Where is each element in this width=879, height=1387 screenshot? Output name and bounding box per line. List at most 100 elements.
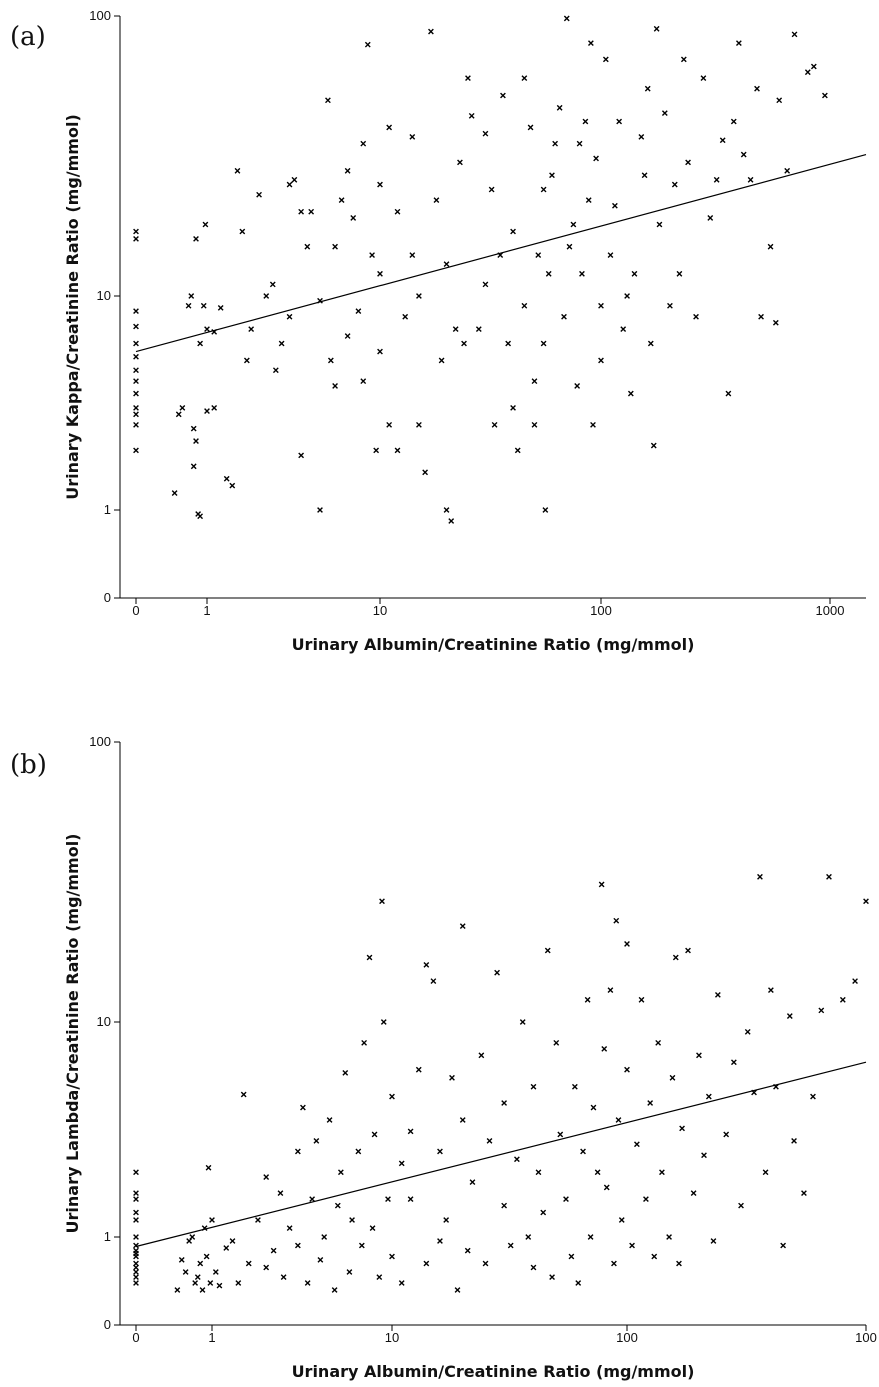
data-point (574, 383, 581, 389)
data-point (713, 176, 720, 183)
data-point (482, 281, 489, 288)
data-point (294, 1148, 301, 1155)
data-point (725, 390, 732, 397)
data-point (380, 1019, 387, 1025)
data-point (133, 235, 139, 242)
data-point (355, 1148, 362, 1155)
data-point (633, 1141, 640, 1148)
data-point (133, 340, 139, 347)
data-point (317, 1256, 324, 1263)
data-point (204, 326, 210, 333)
data-point (650, 442, 657, 449)
data-point (197, 1260, 204, 1267)
data-point (217, 304, 224, 311)
data-point (229, 1238, 236, 1244)
data-point (358, 1242, 365, 1249)
data-point (133, 308, 139, 314)
data-point (202, 221, 209, 228)
data-point (514, 1156, 520, 1163)
data-point (317, 507, 323, 513)
data-point (212, 1269, 219, 1275)
data-point (762, 1169, 769, 1176)
data-point (291, 176, 298, 183)
x-tick-label: 1000 (816, 603, 845, 618)
data-point (700, 75, 707, 82)
data-point (545, 270, 552, 277)
data-point (332, 383, 338, 389)
data-point (631, 270, 638, 277)
data-point (133, 1169, 139, 1176)
y-tick-label: 0 (104, 590, 111, 605)
data-point (179, 405, 186, 411)
data-point (197, 340, 204, 347)
data-point (373, 447, 380, 454)
data-point (190, 425, 197, 432)
data-point (714, 991, 721, 998)
data-point (482, 130, 489, 137)
data-point (553, 1039, 560, 1046)
regression-line (135, 153, 867, 353)
data-point (514, 447, 521, 454)
data-point (707, 215, 714, 221)
data-point (263, 1264, 270, 1271)
chart-b: 0 1 10 100 100 0 1 10 100 Urinary Albumin/Creatin… (63, 734, 877, 1381)
data-point (280, 1274, 287, 1281)
data-point (530, 1083, 537, 1090)
data-point (576, 140, 583, 147)
data-point (624, 1066, 630, 1073)
x-tick-label: 10 (373, 603, 387, 618)
data-point (245, 1260, 252, 1267)
panel-label-a: (a) (10, 22, 46, 52)
data-point (326, 1117, 333, 1123)
data-point (590, 421, 596, 428)
data-point (229, 482, 236, 489)
data-point (174, 1287, 181, 1293)
data-point (457, 159, 463, 166)
data-point (723, 1131, 730, 1138)
data-point (826, 873, 832, 880)
data-point (448, 518, 455, 524)
data-point (243, 357, 250, 364)
data-point (272, 367, 279, 374)
data-point (240, 1091, 247, 1098)
data-point (360, 140, 367, 147)
data-point (676, 270, 683, 277)
data-point (171, 490, 178, 496)
data-point (203, 1253, 210, 1260)
data-point (369, 1225, 376, 1231)
data-point (193, 235, 199, 242)
data-point (255, 1217, 261, 1223)
data-point (298, 208, 305, 215)
data-point (601, 1045, 608, 1052)
data-point (544, 947, 551, 954)
data-point (563, 15, 570, 22)
data-point (627, 390, 634, 397)
data-point (744, 1028, 751, 1035)
data-point (653, 25, 660, 32)
data-point (133, 228, 139, 235)
data-point (416, 293, 422, 299)
data-point (263, 1174, 270, 1180)
data-point (234, 167, 241, 174)
data-point (364, 41, 371, 48)
data-point (133, 421, 139, 428)
data-point (507, 1242, 514, 1249)
data-point (211, 405, 218, 411)
data-point (767, 987, 774, 993)
regression-line (135, 1061, 867, 1248)
data-point (786, 1013, 793, 1019)
data-point (735, 40, 742, 47)
data-point (542, 507, 549, 513)
data-point (535, 252, 542, 258)
y-axis-title: Urinary Kappa/Creatinine Ratio (mg/mmol) (63, 114, 82, 500)
data-point (133, 378, 139, 385)
data-point (344, 333, 351, 339)
data-point (321, 1234, 328, 1240)
data-point (719, 137, 726, 144)
data-point (540, 186, 547, 193)
data-point (409, 252, 416, 258)
data-point (672, 954, 679, 961)
data-point (223, 475, 230, 482)
data-point (133, 1280, 139, 1286)
data-point (810, 63, 817, 70)
